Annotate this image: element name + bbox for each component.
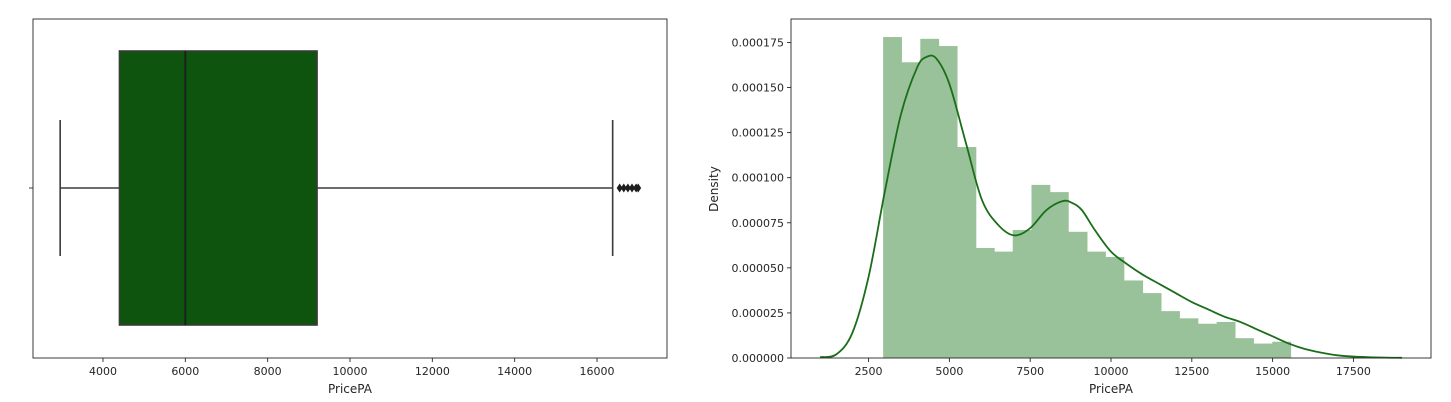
histogram-bars (883, 37, 1292, 358)
histogram-bar (883, 37, 902, 358)
boxplot-marks (59, 50, 642, 326)
x-tick-label: 2500 (855, 365, 883, 378)
outlier-point (616, 183, 623, 193)
x-tick-label: 15000 (1255, 365, 1290, 378)
x-tick-label: 12500 (1174, 365, 1209, 378)
histogram-bar (1123, 280, 1144, 358)
outlier-point (635, 183, 642, 193)
histogram-y-axis-label: Density (707, 166, 721, 212)
boxplot-x-axis-label: PricePA (328, 382, 373, 396)
histogram-bar (1253, 343, 1273, 358)
histogram-bar (901, 62, 921, 358)
histogram-bar (938, 46, 958, 358)
x-tick-label: 8000 (254, 365, 282, 378)
y-tick-label: 0.000125 (732, 127, 785, 140)
x-tick-label: 17500 (1336, 365, 1371, 378)
histogram-panel: 2500 5000 7500 10000 12500 15000 17500 0.00000… (707, 18, 1432, 396)
histogram-bar (920, 38, 940, 358)
histogram-bar (1049, 192, 1069, 358)
y-tick-label: 0.000100 (732, 172, 785, 185)
histogram-bar (1161, 311, 1180, 358)
histogram-bar (1031, 184, 1051, 358)
histogram-bar (994, 251, 1014, 358)
x-tick-label: 4000 (89, 365, 117, 378)
histogram-bar (1272, 341, 1292, 358)
histogram-bar (1068, 231, 1088, 358)
histogram-bar (1216, 321, 1236, 358)
x-tick-label: 5000 (935, 365, 963, 378)
boxplot-x-ticks: 4000 6000 8000 10000 12000 14000 16000 (89, 358, 615, 378)
histogram-bar (975, 248, 995, 358)
x-tick-label: 16000 (580, 365, 615, 378)
histogram-bar (1142, 293, 1162, 358)
histogram-y-ticks: 0.000000 0.000025 0.000050 0.000075 0.000100… (732, 36, 791, 365)
x-tick-label: 14000 (497, 365, 532, 378)
x-tick-label: 6000 (171, 365, 199, 378)
histogram-bar (957, 147, 977, 358)
outlier-point (624, 183, 631, 193)
y-tick-label: 0.000150 (732, 82, 785, 95)
histogram-bar (1197, 323, 1218, 358)
histogram-bar (1087, 251, 1106, 358)
outlier-point (629, 183, 636, 193)
y-tick-label: 0.000000 (732, 352, 785, 365)
iqr-box (118, 50, 318, 326)
x-tick-label: 10000 (333, 365, 368, 378)
boxplot-panel: 4000 6000 8000 10000 12000 14000 16000 PricePA (29, 18, 668, 396)
y-tick-label: 0.000075 (732, 217, 785, 230)
x-tick-label: 7500 (1016, 365, 1044, 378)
histogram-bar (1012, 229, 1032, 358)
y-tick-label: 0.000175 (732, 36, 785, 49)
outlier-point (620, 183, 627, 193)
x-tick-label: 10000 (1094, 365, 1129, 378)
y-tick-label: 0.000025 (732, 307, 785, 320)
kde-line (819, 54, 1402, 359)
histogram-x-ticks: 2500 5000 7500 10000 12500 15000 17500 (855, 358, 1371, 378)
y-tick-label: 0.000050 (732, 262, 785, 275)
x-tick-label: 12000 (415, 365, 450, 378)
histogram-bar (1235, 338, 1254, 358)
histogram-bar (1105, 257, 1125, 358)
histogram-x-axis-label: PricePA (1089, 382, 1134, 396)
histogram-bar (1179, 318, 1199, 358)
